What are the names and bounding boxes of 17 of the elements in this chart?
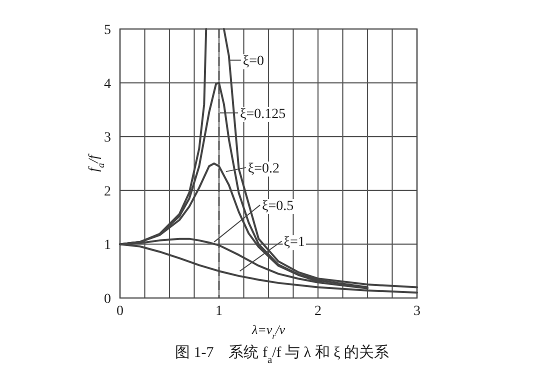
- y-tick-label: 5: [104, 23, 111, 38]
- caption: 图 1-7 系统 f$_{a}$/f 与 λ 和 ξ 的关系: [174, 344, 390, 366]
- x-tick-label: 1: [216, 304, 222, 319]
- annotation: ξ=0: [242, 54, 264, 70]
- x-tick-label: 3: [414, 304, 420, 319]
- annotation: ξ=0.2: [248, 162, 280, 177]
- annotation: ξ=1: [284, 235, 305, 250]
- x-tick-label: 0: [116, 304, 124, 319]
- x-tick-label: 2: [314, 304, 322, 319]
- y-tick-label: 4: [104, 76, 111, 92]
- y-tick-label: 3: [104, 130, 111, 146]
- y-tick-label: 2: [104, 184, 111, 200]
- y-tick-label: 0: [104, 292, 111, 307]
- x-axis-title: λ=ν$_{r}$/ν: [250, 322, 286, 341]
- annotation: ξ=0.5: [262, 199, 294, 214]
- y-tick-label: 1: [104, 238, 111, 254]
- annotation: ξ=0.125: [240, 106, 286, 122]
